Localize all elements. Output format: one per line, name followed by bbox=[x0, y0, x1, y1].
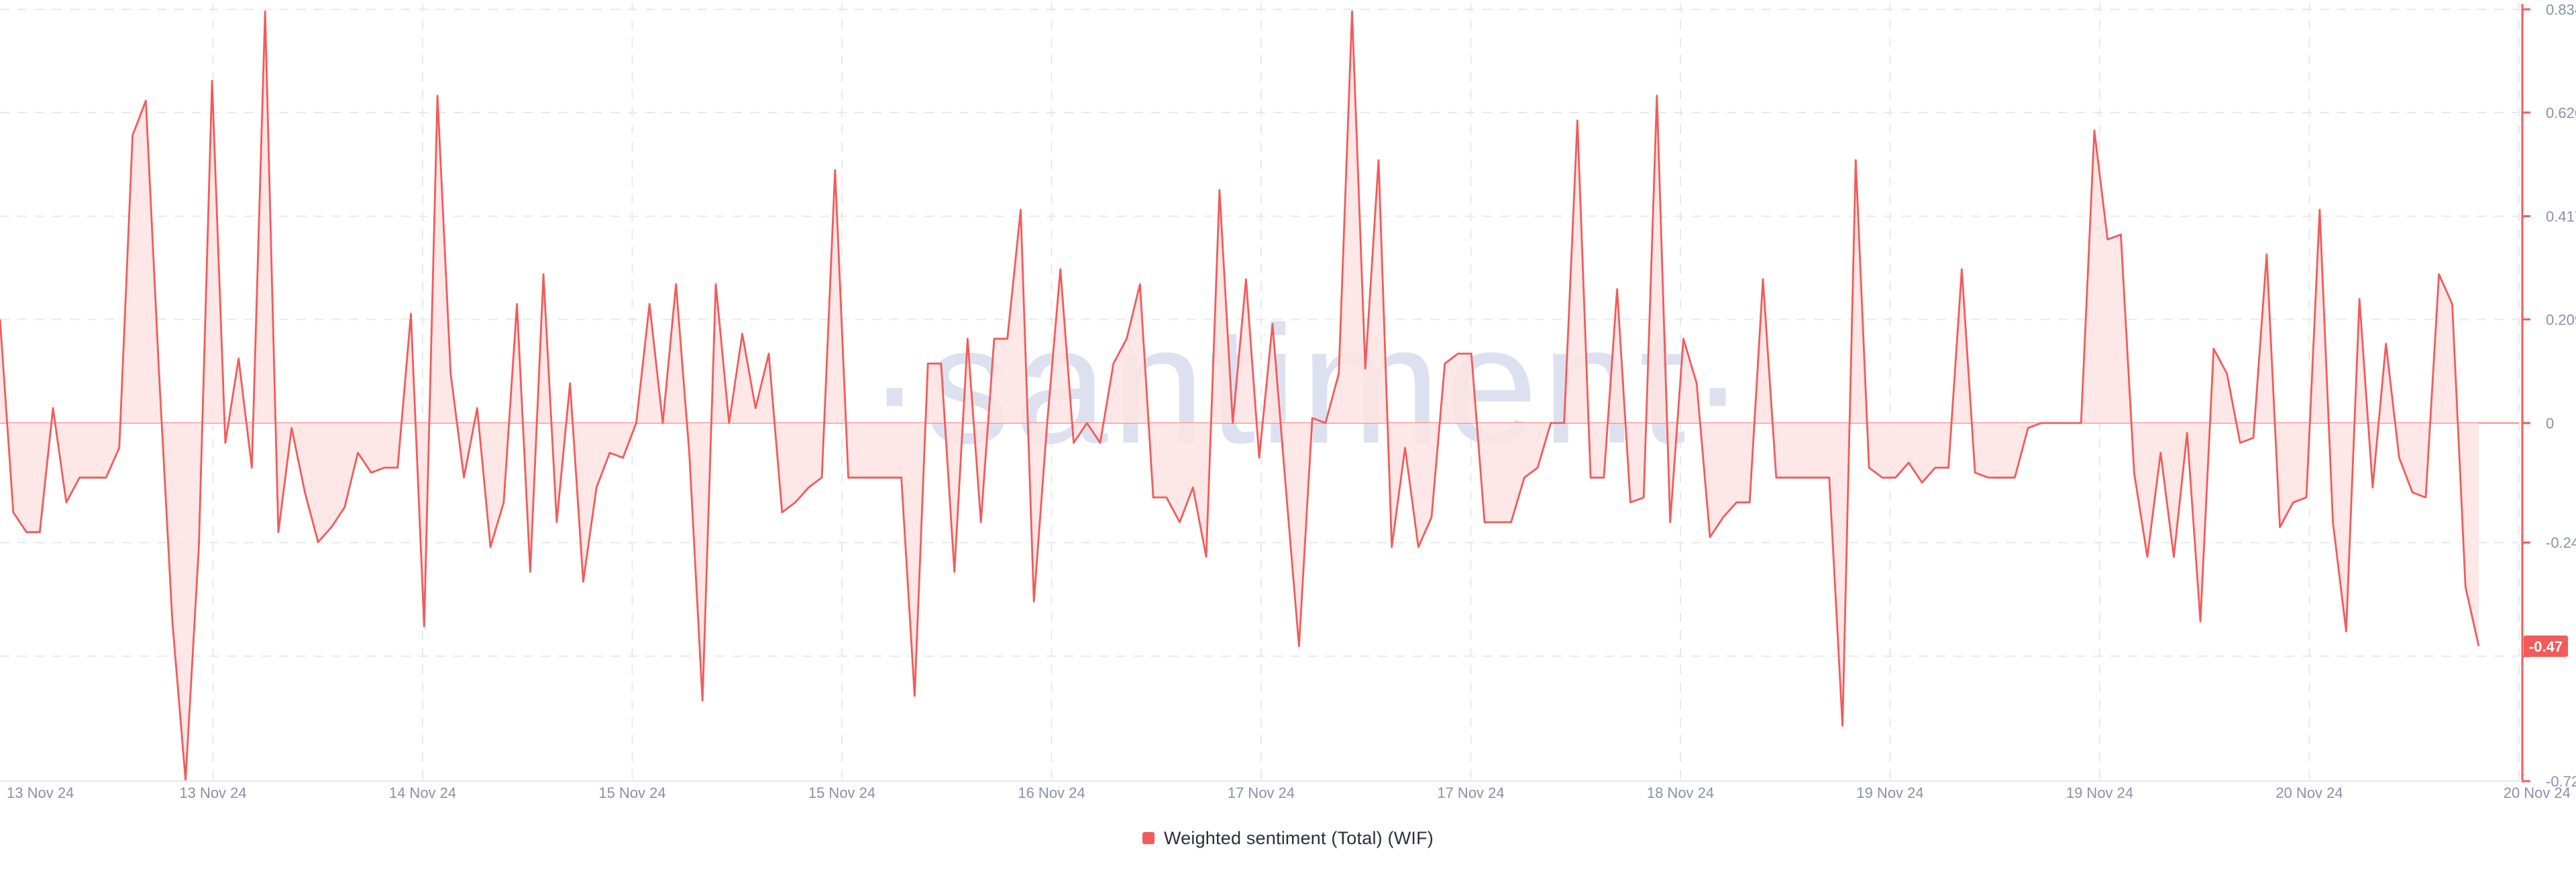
x-tick-label: 13 Nov 24 bbox=[179, 784, 246, 801]
x-tick-label: 16 Nov 24 bbox=[1018, 784, 1085, 801]
y-tick-label: -0.722 bbox=[2546, 773, 2576, 790]
last-value-label: -0.47 bbox=[2529, 638, 2563, 655]
y-tick-label: 0.209 bbox=[2546, 311, 2576, 328]
legend-swatch bbox=[1142, 832, 1155, 844]
x-tick-label: 20 Nov 24 bbox=[2275, 784, 2343, 801]
x-tick-label: 15 Nov 24 bbox=[808, 784, 875, 801]
x-tick-label: 14 Nov 24 bbox=[389, 784, 456, 801]
legend-label: Weighted sentiment (Total) (WIF) bbox=[1163, 827, 1434, 848]
last-value-badge bbox=[2524, 635, 2568, 657]
x-tick-label: 19 Nov 24 bbox=[1856, 784, 1923, 801]
series-area bbox=[0, 11, 2479, 780]
y-tick-label: 0.834 bbox=[2546, 1, 2576, 18]
x-tick-label: 18 Nov 24 bbox=[1647, 784, 1714, 801]
series-line bbox=[0, 10, 2480, 781]
y-tick-label: -0.241 bbox=[2546, 534, 2576, 551]
legend[interactable]: Weighted sentiment (Total) (WIF) bbox=[0, 825, 2576, 852]
y-tick-label: 0.626 bbox=[2546, 105, 2576, 121]
x-tick-label: 17 Nov 24 bbox=[1437, 784, 1504, 801]
x-tick-label: 19 Nov 24 bbox=[2066, 784, 2133, 801]
y-tick-label: 0 bbox=[2546, 415, 2554, 432]
x-tick-label: 20 Nov 24 bbox=[2504, 784, 2571, 801]
x-tick-label: 13 Nov 24 bbox=[7, 784, 74, 801]
y-tick-label: 0.417 bbox=[2546, 208, 2576, 225]
x-tick-label: 17 Nov 24 bbox=[1228, 784, 1295, 801]
x-tick-label: 15 Nov 24 bbox=[598, 784, 665, 801]
